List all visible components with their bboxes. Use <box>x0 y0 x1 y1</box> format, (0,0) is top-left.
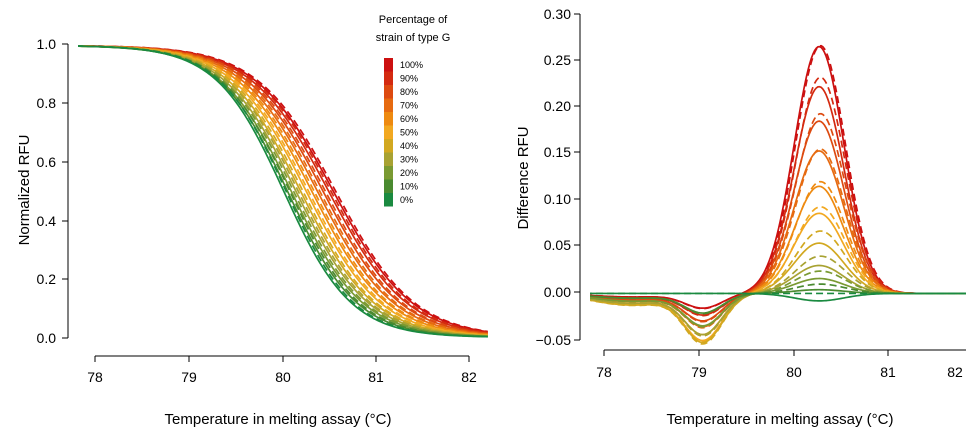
legend-label: 30% <box>400 155 418 165</box>
left-curve-dashed-30 <box>78 45 488 337</box>
left-y-tick-label: 0.8 <box>37 95 57 111</box>
left-curve-solid-40 <box>78 45 488 337</box>
legend-label: 100% <box>400 60 423 70</box>
legend-label: 40% <box>400 141 418 151</box>
right-y-tick-label: 0.00 <box>544 284 571 300</box>
left-y-tick-label: 0.6 <box>37 154 57 170</box>
left-curve-dashed-80 <box>78 45 488 335</box>
legend: Percentage of strain of type G 100% 90% 80% 7… <box>376 14 451 207</box>
left-y-axis-title: Normalized RFU <box>16 135 33 246</box>
right-panel-difference-rfu: −0.05 0.00 0.05 0.10 0.15 0.20 0.25 0.30 78 79 80 8… <box>515 6 966 428</box>
legend-swatch <box>384 166 393 180</box>
legend-swatch <box>384 193 393 207</box>
legend-title-line-1: Percentage of <box>379 14 448 26</box>
legend-swatch <box>384 179 393 193</box>
left-curve-dashed-0 <box>78 45 488 338</box>
left-y-tick-label: 0.0 <box>37 330 57 346</box>
right-y-tick-label: 0.20 <box>544 98 571 114</box>
left-curve-dashed-50 <box>78 45 488 336</box>
right-y-tick-label: 0.25 <box>544 52 571 68</box>
left-curve-dashed-10 <box>78 45 488 338</box>
legend-label: 70% <box>400 101 418 111</box>
right-y-tick-label: −0.05 <box>536 332 572 348</box>
left-x-tick-label: 80 <box>275 369 291 385</box>
legend-swatch <box>384 58 393 72</box>
left-x-tick-label: 82 <box>461 369 477 385</box>
left-x-tick-label: 78 <box>87 369 103 385</box>
legend-label: 20% <box>400 168 418 178</box>
legend-label: 60% <box>400 114 418 124</box>
right-x-tick-label: 82 <box>947 364 963 380</box>
right-curve-dashed-90 <box>590 76 966 317</box>
right-curves <box>590 44 966 345</box>
legend-swatch <box>384 112 393 126</box>
right-x-tick-label: 81 <box>880 364 896 380</box>
left-panel-normalized-rfu: 0.0 0.2 0.4 0.6 0.8 1.0 78 79 80 81 82 Temperature … <box>16 14 488 428</box>
right-x-tick-label: 78 <box>596 364 612 380</box>
right-y-tick-label: 0.10 <box>544 191 571 207</box>
legend-label: 10% <box>400 182 418 192</box>
right-curve-dashed-50 <box>590 205 966 343</box>
left-curve-solid-20 <box>78 45 488 338</box>
right-curve-dashed-30 <box>590 255 966 337</box>
legend-label: 90% <box>400 74 418 84</box>
legend-label: 0% <box>400 195 413 205</box>
left-x-tick-label: 79 <box>181 369 197 385</box>
right-y-tick-label: 0.30 <box>544 6 571 22</box>
legend-label: 50% <box>400 128 418 138</box>
left-curve-solid-10 <box>78 45 488 338</box>
legend-swatch <box>384 85 393 99</box>
left-curve-solid-60 <box>78 45 488 336</box>
left-x-axis-title: Temperature in melting assay (°C) <box>165 411 392 428</box>
right-y-axis-title: Difference RFU <box>515 126 532 229</box>
left-y-tick-label: 1.0 <box>37 36 57 52</box>
left-curve-solid-0 <box>78 45 488 338</box>
legend-swatch <box>384 98 393 112</box>
right-curve-solid-100 <box>590 45 966 309</box>
left-curve-solid-80 <box>78 45 488 335</box>
legend-swatch <box>384 139 393 153</box>
left-curve-dashed-60 <box>78 45 488 336</box>
legend-label: 80% <box>400 87 418 97</box>
legend-title-line-2: strain of type G <box>376 32 451 44</box>
legend-swatch <box>384 152 393 166</box>
left-curve-dashed-40 <box>78 45 488 337</box>
left-x-tick-label: 81 <box>368 369 384 385</box>
left-curve-dashed-70 <box>78 45 488 335</box>
left-y-tick-label: 0.2 <box>37 271 57 287</box>
right-x-tick-label: 80 <box>786 364 802 380</box>
right-curve-solid-0 <box>590 292 966 302</box>
right-x-tick-label: 79 <box>691 364 707 380</box>
left-curves <box>78 45 488 338</box>
legend-swatch <box>384 125 393 139</box>
left-curve-solid-30 <box>78 45 488 337</box>
right-x-axis-title: Temperature in melting assay (°C) <box>667 411 894 428</box>
right-y-tick-label: 0.15 <box>544 144 571 160</box>
left-y-tick-label: 0.4 <box>37 213 57 229</box>
left-curve-dashed-20 <box>78 45 488 338</box>
right-curve-solid-50 <box>590 212 966 342</box>
left-curve-solid-70 <box>78 45 488 336</box>
legend-swatch <box>384 71 393 85</box>
right-y-tick-label: 0.05 <box>544 237 571 253</box>
left-curve-solid-50 <box>78 45 488 337</box>
